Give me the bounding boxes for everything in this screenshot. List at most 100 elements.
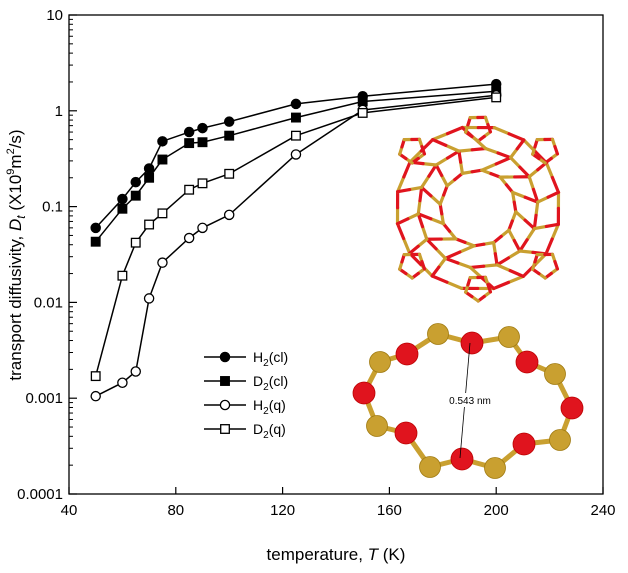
si-bond — [457, 148, 474, 153]
pore-diameter-annotation: 0.543 nm — [449, 396, 491, 407]
o-bond — [492, 234, 503, 245]
y-axis: 0.0001 0.001 0.01 0.1 1 10 — [17, 7, 77, 503]
si-bond — [460, 170, 474, 175]
x-tick-label: 200 — [484, 502, 509, 519]
data-point — [224, 168, 235, 179]
data-point — [130, 176, 141, 188]
o-bond — [402, 160, 412, 179]
o-bond — [544, 237, 554, 256]
silicon-atom — [427, 323, 449, 345]
si-bond — [492, 241, 497, 256]
data-point — [184, 184, 195, 195]
annotation-background — [440, 393, 500, 407]
o-bond — [486, 123, 493, 134]
si-bond — [492, 126, 511, 136]
o-bond — [523, 218, 536, 231]
data-point — [157, 136, 168, 147]
si-bond — [532, 224, 548, 231]
o-bond — [442, 184, 449, 197]
oxygen-atom — [395, 342, 419, 366]
o-bond — [492, 280, 511, 291]
legend-item-D2(cl): D2(cl) — [204, 373, 288, 393]
ring-pore-image: 0.543 nm — [352, 323, 584, 479]
data-point — [90, 390, 101, 402]
x-tick-label: 160 — [377, 502, 402, 519]
data-point — [130, 237, 141, 248]
data-point — [130, 190, 141, 201]
si-bond — [434, 247, 448, 260]
o-bond — [445, 149, 461, 160]
data-point — [290, 130, 301, 141]
si-bond — [445, 177, 457, 188]
data-point — [357, 96, 368, 107]
si-bond — [536, 195, 550, 204]
si-bond — [396, 175, 406, 194]
silicon-atom — [419, 456, 441, 478]
data-point — [130, 366, 141, 377]
o-bond — [544, 222, 560, 229]
x-tick-label: 240 — [590, 502, 615, 519]
o-bond — [396, 187, 412, 194]
si-bond — [511, 190, 527, 199]
si-bond — [482, 241, 496, 246]
si-bond — [544, 161, 555, 180]
data-point — [290, 149, 302, 160]
y-tick-label: 0.0001 — [17, 486, 63, 503]
data-point — [157, 257, 168, 268]
o-bond — [508, 269, 525, 278]
o-bond — [420, 185, 433, 198]
si-bond — [434, 156, 450, 167]
data-point — [197, 178, 208, 189]
legend-item-H2(cl): H2(cl) — [204, 349, 288, 369]
oxygen-atom — [460, 331, 484, 355]
o-bond — [553, 260, 560, 271]
legend-label: H2(q) — [253, 397, 286, 417]
o-bond — [472, 242, 486, 248]
y-tick-label: 0.001 — [25, 390, 63, 407]
series-D2(cl) — [90, 86, 502, 247]
y-tick-label: 0.01 — [34, 294, 63, 311]
si-bond — [431, 131, 450, 142]
si-bond — [429, 194, 442, 206]
o-bond — [430, 265, 441, 278]
legend: H2(cl) D2(cl) H2(q) D2(q) — [204, 349, 288, 441]
y-tick-label: 10 — [46, 7, 63, 24]
o-bond — [507, 132, 526, 142]
o-bond — [425, 237, 438, 251]
data-point — [157, 208, 168, 219]
o-bond — [504, 183, 515, 194]
oxygen-atom — [450, 447, 474, 471]
series-D2(q) — [90, 92, 502, 382]
si-bond — [421, 162, 438, 167]
legend-item-D2(q): D2(q) — [204, 421, 286, 441]
si-bond — [518, 249, 535, 254]
si-bond — [534, 200, 540, 217]
o-bond — [430, 274, 449, 284]
si-bond — [527, 168, 540, 179]
si-bond — [514, 210, 527, 222]
si-bond — [507, 228, 516, 243]
o-bond — [512, 200, 518, 214]
si-bond — [456, 261, 473, 270]
data-point — [157, 154, 168, 165]
si-bond — [408, 149, 423, 164]
data-point — [197, 222, 208, 234]
si-bond — [406, 212, 420, 221]
data-point — [223, 209, 235, 221]
si-bond — [440, 173, 449, 188]
o-bond — [416, 212, 425, 229]
si-bond — [483, 146, 500, 155]
o-bond — [486, 283, 493, 294]
silicon-atom — [369, 351, 391, 373]
x-tick-label: 40 — [61, 502, 78, 519]
o-bond — [470, 146, 488, 152]
si-bond — [420, 174, 431, 190]
o-bond — [408, 244, 420, 255]
o-bond — [453, 171, 464, 182]
si-bond — [508, 147, 519, 160]
o-bond — [495, 256, 511, 267]
zeolite-cage-framework-image — [395, 115, 561, 303]
o-bond — [512, 238, 522, 253]
data-point — [183, 126, 195, 138]
